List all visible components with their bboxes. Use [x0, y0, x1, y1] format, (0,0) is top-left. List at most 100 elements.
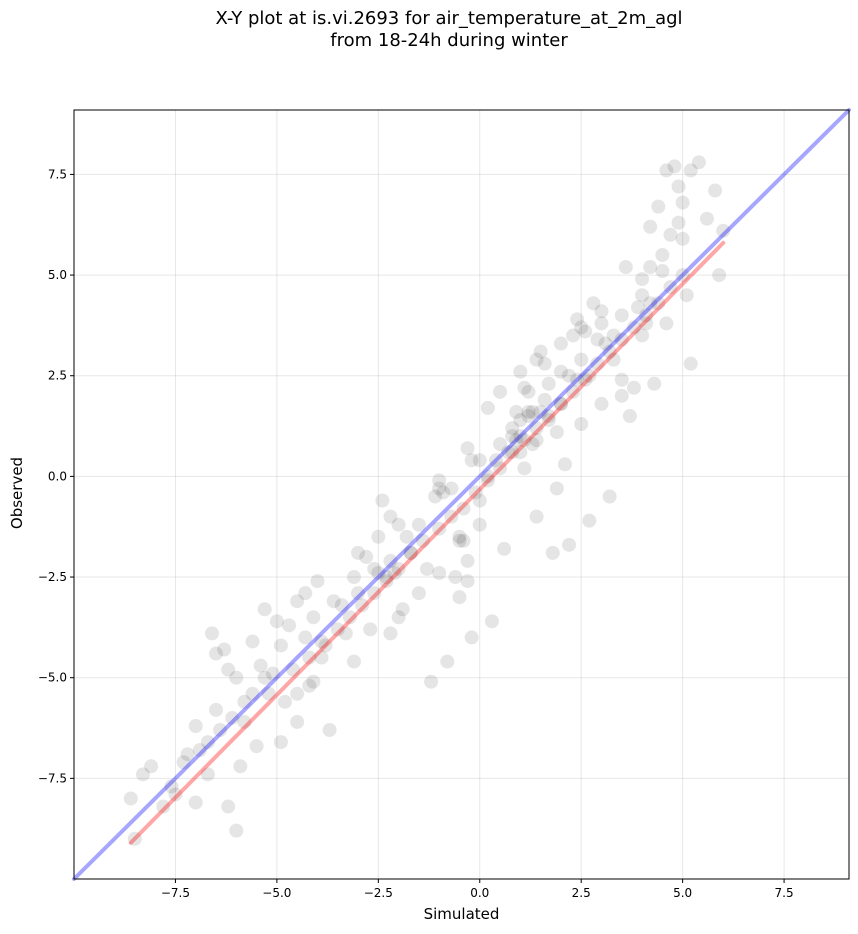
- scatter-point: [245, 634, 260, 649]
- scatter-point: [606, 352, 621, 367]
- scatter-point: [452, 529, 467, 544]
- scatter-point: [233, 759, 248, 774]
- scatter-point: [265, 666, 280, 681]
- scatter-point: [521, 404, 536, 419]
- scatter-point: [513, 413, 528, 428]
- chart-title: X-Y plot at is.vi.2693 for air_temperatu…: [0, 8, 858, 52]
- scatter-point: [452, 590, 467, 605]
- scatter-point: [602, 344, 617, 359]
- x-tick-label: −7.5: [161, 886, 190, 900]
- scatter-point: [521, 384, 536, 399]
- scatter-point: [493, 461, 508, 476]
- scatter-point: [387, 566, 402, 581]
- scatter-point: [391, 610, 406, 625]
- scatter-point: [590, 332, 605, 347]
- scatter-point: [691, 155, 706, 170]
- scatter-point: [472, 493, 487, 508]
- scatter-point: [367, 586, 382, 601]
- scatter-point: [663, 280, 678, 295]
- scatter-point: [675, 195, 690, 210]
- scatter-point: [614, 372, 629, 387]
- scatter-point: [655, 247, 670, 262]
- scatter-point: [480, 400, 495, 415]
- scatter-point: [574, 320, 589, 335]
- y-tick-label: 2.5: [48, 369, 67, 383]
- scatter-point: [493, 437, 508, 452]
- scatter-point: [574, 352, 589, 367]
- y-tick-label: −2.5: [38, 570, 67, 584]
- chart-title-line-1: X-Y plot at is.vi.2693 for air_temperatu…: [215, 8, 683, 29]
- scatter-point: [257, 670, 272, 685]
- scatter-point: [501, 445, 516, 460]
- scatter-point: [322, 723, 337, 738]
- scatter-point: [213, 723, 228, 738]
- scatter-point: [643, 296, 658, 311]
- scatter-point: [667, 159, 682, 174]
- scatter-point: [574, 417, 589, 432]
- scatter-point: [594, 316, 609, 331]
- scatter-point: [273, 638, 288, 653]
- scatter-point: [582, 513, 597, 528]
- scatter-point: [570, 312, 585, 327]
- scatter-point: [578, 372, 593, 387]
- scatter-point: [513, 364, 528, 379]
- scatter-point: [578, 324, 593, 339]
- scatter-point: [663, 227, 678, 242]
- scatter-point: [221, 799, 236, 814]
- scatter-point: [411, 586, 426, 601]
- scatter-point: [338, 626, 353, 641]
- scatter-point: [549, 425, 564, 440]
- scatter-point: [395, 602, 410, 617]
- scatter-point: [277, 694, 292, 709]
- scatter-point: [371, 566, 386, 581]
- scatter-point: [204, 626, 219, 641]
- scatter-point: [432, 473, 447, 488]
- scatter-point: [306, 674, 321, 689]
- x-tick-label: −2.5: [364, 886, 393, 900]
- scatter-point: [460, 441, 475, 456]
- x-tick-label: 0.0: [470, 886, 489, 900]
- scatter-point: [342, 610, 357, 625]
- scatter-point: [444, 509, 459, 524]
- plot-frame: [73, 109, 850, 880]
- scatter-point: [334, 598, 349, 613]
- scatter-point: [606, 328, 621, 343]
- scatter-point: [517, 380, 532, 395]
- scatter-point: [209, 702, 224, 717]
- scatter-point: [533, 344, 548, 359]
- y-tick-label: −7.5: [38, 771, 67, 785]
- scatter-point: [306, 610, 321, 625]
- scatter-point: [330, 622, 345, 637]
- scatter-point: [472, 453, 487, 468]
- scatter-point: [456, 501, 471, 516]
- scatter-point: [622, 408, 637, 423]
- scatter-point: [562, 537, 577, 552]
- scatter-point: [505, 429, 520, 444]
- scatter-point: [424, 674, 439, 689]
- scatter-point: [509, 433, 524, 448]
- scatter-point: [168, 787, 183, 802]
- scatter-point: [716, 223, 731, 238]
- scatter-point: [314, 634, 329, 649]
- scatter-point: [468, 485, 483, 500]
- scatter-point: [379, 574, 394, 589]
- scatter-point: [553, 336, 568, 351]
- scatter-point: [314, 650, 329, 665]
- scatter-point: [302, 678, 317, 693]
- scatter-point: [269, 614, 284, 629]
- scatter-point: [525, 437, 540, 452]
- scatter-point: [326, 594, 341, 609]
- scatter-point: [614, 332, 629, 347]
- scatter-point: [513, 429, 528, 444]
- scatter-point: [529, 433, 544, 448]
- scatter-point: [420, 561, 435, 576]
- scatter-point: [135, 767, 150, 782]
- scatter-point: [415, 533, 430, 548]
- scatter-point: [525, 404, 540, 419]
- x-tick-label: 5.0: [673, 886, 692, 900]
- scatter-point: [391, 517, 406, 532]
- scatter-point: [545, 545, 560, 560]
- reference-line: [128, 240, 726, 845]
- scatter-point: [566, 328, 581, 343]
